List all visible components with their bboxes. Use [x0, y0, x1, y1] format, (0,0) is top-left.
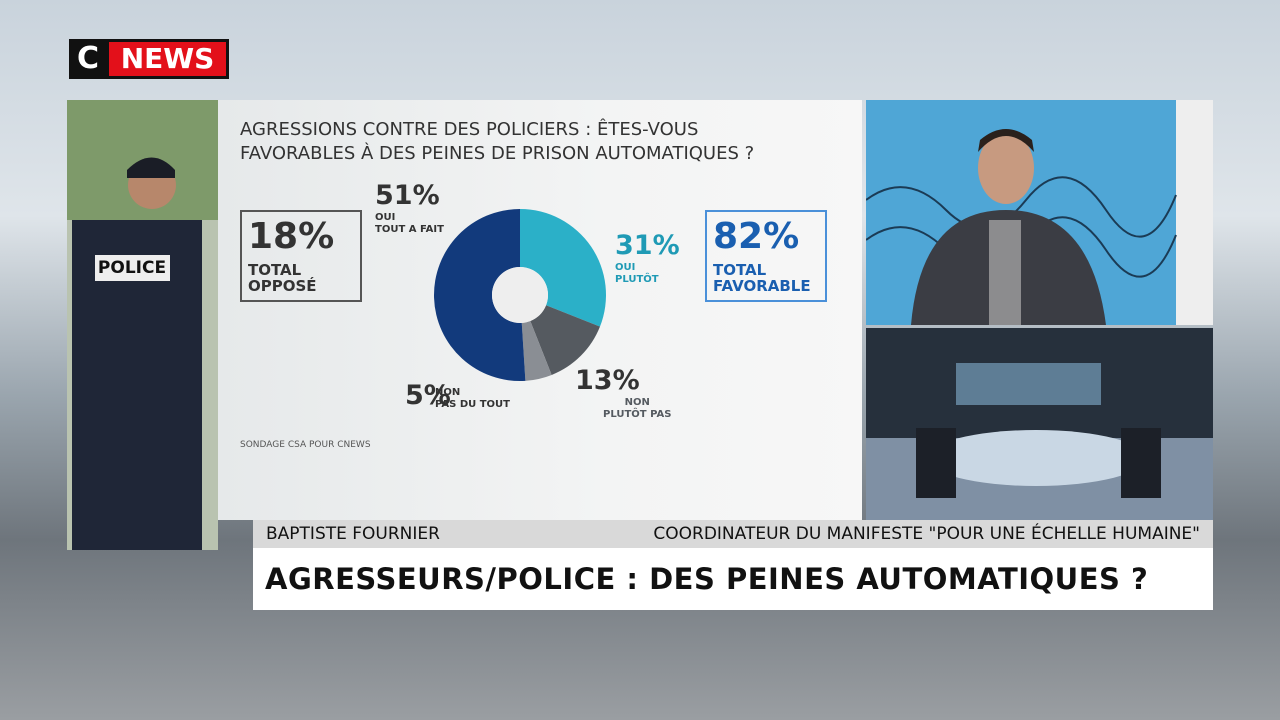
donut-slice	[433, 209, 526, 381]
summary-box	[705, 210, 827, 302]
value-label: 31%	[615, 230, 680, 261]
value-label: 5%	[405, 380, 451, 411]
name-bar: BAPTISTE FOURNIER COORDINATEUR DU MANIFE…	[253, 520, 1213, 548]
summary-text: TOTAL OPPOSÉ	[248, 261, 317, 295]
value-label: 13%	[575, 365, 640, 396]
category-label: OUI PLUTÔT	[615, 262, 659, 285]
headline-bar: AGRESSEURS/POLICE : DES PEINES AUTOMATIQ…	[253, 548, 1213, 610]
guest-video	[866, 100, 1213, 325]
value-label: 51%	[375, 180, 440, 211]
summary-text: TOTAL FAVORABLE	[713, 261, 811, 295]
donut-slice	[530, 305, 600, 375]
donut-slice	[520, 209, 606, 327]
headline: AGRESSEURS/POLICE : DES PEINES AUTOMATIQ…	[265, 562, 1149, 596]
studio-video	[866, 328, 1213, 520]
chart-title: AGRESSIONS CONTRE DES POLICIERS : ÊTES-V…	[240, 119, 755, 164]
police-photo: POLICE	[67, 100, 218, 550]
category-label: NON PAS DU TOUT	[435, 387, 510, 410]
source: SONDAGE CSA POUR CNEWS	[240, 440, 371, 450]
donut-hole	[492, 267, 548, 323]
summary-value: 18%	[248, 216, 335, 257]
guest-name: BAPTISTE FOURNIER	[266, 524, 440, 544]
summary-box	[240, 210, 362, 302]
logo-news: NEWS	[109, 42, 226, 76]
category-label: NON PLUTÔT PAS	[603, 397, 672, 420]
logo-c: C	[76, 41, 100, 76]
guest-role: COORDINATEUR DU MANIFESTE "POUR UNE ÉCHE…	[653, 524, 1200, 544]
svg-text:POLICE: POLICE	[98, 258, 166, 278]
category-label: OUI TOUT A FAIT	[375, 212, 444, 235]
logo: C NEWS	[69, 39, 229, 79]
donut-chart	[433, 209, 606, 381]
summary-value: 82%	[713, 216, 800, 257]
donut-slice	[521, 321, 552, 381]
